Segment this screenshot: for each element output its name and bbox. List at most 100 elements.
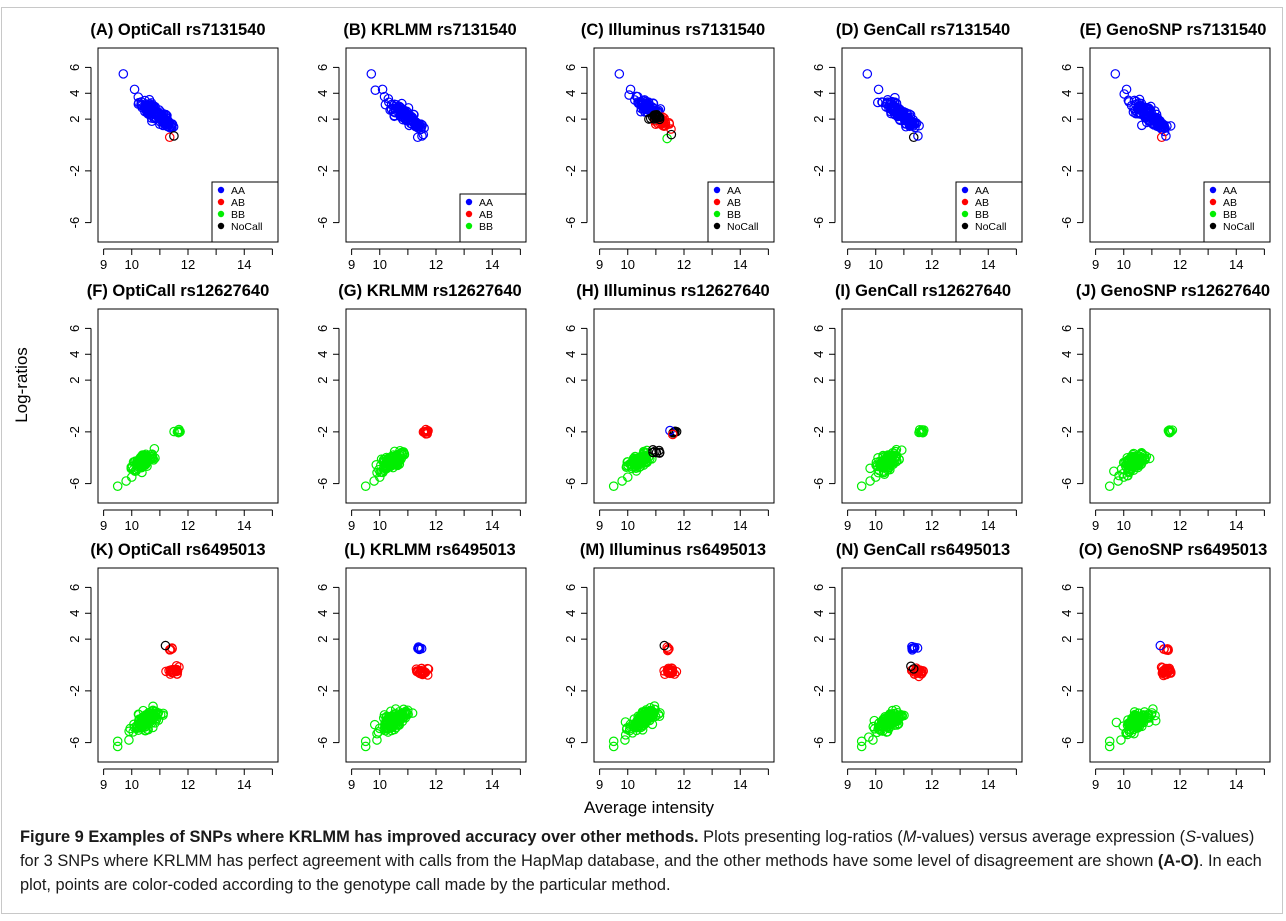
data-point <box>1156 132 1167 143</box>
data-point <box>880 719 891 730</box>
data-point <box>1130 711 1141 721</box>
y-tick-label: 4 <box>1059 90 1074 97</box>
data-point <box>670 426 680 437</box>
figure-caption: Figure 9 Examples of SNPs where KRLMM ha… <box>20 825 1270 897</box>
scatter-panel: (K) OptiCall rs6495013 6 4 2 -2 -6 9 10 12 14 <box>67 541 279 792</box>
data-point <box>384 459 395 469</box>
x-tick-label: 12 <box>677 257 691 272</box>
data-point <box>372 728 382 739</box>
y-tick-label: 6 <box>1059 584 1074 591</box>
data-point <box>118 69 129 79</box>
data-points <box>366 69 429 143</box>
data-point <box>112 481 123 491</box>
y-tick-label: -6 <box>67 737 82 749</box>
y-tick-label: -6 <box>315 478 330 490</box>
data-point <box>412 132 423 143</box>
panel-title: (I) GenCall rs12627640 <box>835 282 1011 300</box>
legend-marker <box>465 222 473 230</box>
data-point <box>622 472 633 482</box>
data-point <box>410 118 421 129</box>
y-tick-label: 4 <box>315 610 330 617</box>
legend-label: AB <box>479 209 493 221</box>
data-point <box>360 481 371 491</box>
data-point <box>651 111 662 122</box>
data-point <box>360 741 371 752</box>
data-point <box>1167 425 1178 435</box>
legend-label: AA <box>727 185 741 197</box>
data-point <box>634 721 644 732</box>
scatter-panel: (A) OptiCall rs7131540 6 4 2 -2 -6 9 10 12 14 AAAB… <box>67 21 279 272</box>
plot-box <box>841 308 1023 504</box>
x-tick-label: 9 <box>1092 777 1099 792</box>
scatter-panel: (F) OptiCall rs12627640 6 4 2 -2 -6 9 10 12 14 <box>67 282 279 533</box>
x-tick-label: 12 <box>925 257 939 272</box>
data-point <box>129 719 139 730</box>
data-point <box>390 105 401 115</box>
data-point <box>1162 121 1172 131</box>
data-point <box>648 447 658 458</box>
legend-label: AB <box>231 197 245 209</box>
y-tick-label: -6 <box>811 217 826 229</box>
y-tick-label: 6 <box>315 64 330 71</box>
y-tick-label: -6 <box>315 737 330 749</box>
data-point <box>648 98 659 109</box>
y-tick-label: 4 <box>811 90 826 97</box>
data-points <box>856 641 929 752</box>
x-tick-label: 10 <box>621 777 635 792</box>
y-tick-label: -6 <box>67 478 82 490</box>
legend-marker <box>1209 222 1217 230</box>
y-tick-label: -2 <box>1059 165 1074 177</box>
y-tick-label: 4 <box>67 610 82 617</box>
legend-label: AB <box>727 197 741 209</box>
data-points <box>1104 640 1176 752</box>
panel-title: (A) OptiCall rs7131540 <box>90 21 265 39</box>
plot-box <box>841 47 1023 243</box>
x-tick-label: 10 <box>869 257 883 272</box>
data-point <box>1161 131 1171 141</box>
y-tick-label: 6 <box>563 584 578 591</box>
data-point <box>909 642 920 653</box>
x-tick-label: 10 <box>125 777 139 792</box>
y-tick-label: 2 <box>315 377 330 384</box>
caption-range: (A-O) <box>1157 852 1199 870</box>
y-tick-label: 6 <box>1059 325 1074 332</box>
x-tick-label: 10 <box>373 777 387 792</box>
data-point <box>1155 640 1166 651</box>
caption-text-2: -values) versus average expression ( <box>916 828 1186 846</box>
data-point <box>1129 728 1139 739</box>
data-point <box>664 118 674 128</box>
y-tick-label: 6 <box>811 64 826 71</box>
data-point <box>1146 107 1156 117</box>
data-point <box>653 709 664 719</box>
x-tick-label: 12 <box>677 777 691 792</box>
y-tick-label: -2 <box>67 426 82 438</box>
legend-label: BB <box>231 209 245 221</box>
legend-marker <box>465 210 473 218</box>
data-point <box>632 458 643 469</box>
data-point <box>138 714 148 724</box>
data-point <box>862 69 873 79</box>
x-tick-label: 9 <box>596 518 603 533</box>
data-point <box>1118 721 1128 732</box>
data-point <box>413 666 423 677</box>
data-point <box>1158 666 1168 677</box>
y-tick-label: 2 <box>315 636 330 643</box>
legend-label: AA <box>975 185 989 197</box>
data-point <box>868 721 879 732</box>
scatter-panel: (C) Illuminus rs7131540 6 4 2 -2 -6 9 10 12 14 AAA… <box>563 21 775 272</box>
scatter-panel: (M) Illuminus rs6495013 6 4 2 -2 -6 9 10 12 14 <box>563 541 775 792</box>
data-point <box>647 112 658 122</box>
data-point <box>636 103 647 114</box>
data-point <box>1148 704 1158 714</box>
x-tick-label: 14 <box>981 777 995 792</box>
plot-box <box>97 567 279 763</box>
y-tick-label: -2 <box>811 426 826 438</box>
data-point <box>417 120 427 130</box>
panel-title: (N) GenCall rs6495013 <box>836 541 1010 559</box>
data-point <box>914 427 924 438</box>
y-tick-label: -2 <box>1059 426 1074 438</box>
y-tick-label: 6 <box>315 584 330 591</box>
x-tick-label: 12 <box>429 777 443 792</box>
